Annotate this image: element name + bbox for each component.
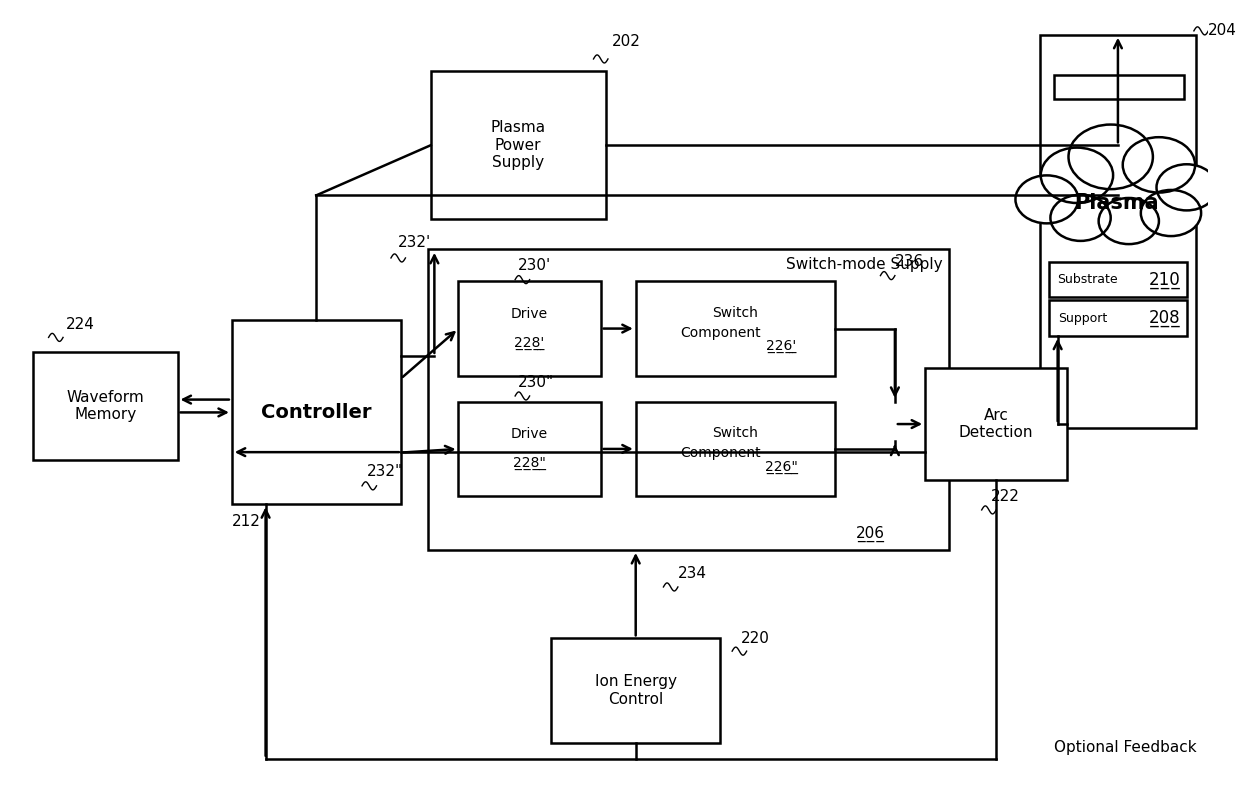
- Text: Controller: Controller: [260, 402, 372, 422]
- Text: 2̲0̲8̲: 2̲0̲8̲: [1149, 309, 1180, 327]
- FancyBboxPatch shape: [1049, 301, 1187, 336]
- Text: Substrate: Substrate: [1058, 273, 1118, 286]
- Text: 2̲0̲6̲: 2̲0̲6̲: [857, 526, 885, 542]
- FancyBboxPatch shape: [459, 402, 600, 496]
- FancyBboxPatch shape: [459, 281, 600, 376]
- Text: 2̲2̲6̲"̲: 2̲2̲6̲"̲: [765, 460, 797, 473]
- Text: Plasma
Power
Supply: Plasma Power Supply: [491, 120, 546, 170]
- Ellipse shape: [1099, 198, 1159, 244]
- Text: Support: Support: [1059, 312, 1107, 325]
- Text: 2̲2̲8̲'̲: 2̲2̲8̲'̲: [515, 336, 544, 350]
- Text: Plasma: Plasma: [1074, 193, 1159, 213]
- FancyBboxPatch shape: [1054, 75, 1184, 99]
- Text: Drive: Drive: [511, 307, 548, 321]
- Text: 212: 212: [232, 514, 260, 529]
- Text: 2̲2̲6̲'̲: 2̲2̲6̲'̲: [766, 339, 796, 353]
- Text: 224: 224: [66, 317, 94, 332]
- Text: Switch: Switch: [712, 305, 758, 319]
- Ellipse shape: [1157, 164, 1216, 210]
- Text: Waveform
Memory: Waveform Memory: [67, 389, 144, 423]
- Text: 230": 230": [517, 375, 554, 389]
- Text: 222: 222: [991, 490, 1021, 504]
- FancyBboxPatch shape: [925, 368, 1068, 480]
- Ellipse shape: [1016, 175, 1078, 223]
- Text: 230': 230': [517, 259, 551, 273]
- Text: Switch: Switch: [712, 426, 758, 440]
- Text: 204: 204: [1208, 23, 1238, 38]
- Text: Component: Component: [681, 446, 761, 460]
- Ellipse shape: [1040, 148, 1114, 203]
- Text: 232': 232': [398, 235, 432, 250]
- Text: Component: Component: [681, 326, 761, 339]
- Text: Optional Feedback: Optional Feedback: [1054, 740, 1197, 755]
- Ellipse shape: [1141, 190, 1202, 236]
- FancyBboxPatch shape: [1049, 262, 1187, 297]
- Text: 220: 220: [740, 631, 770, 646]
- Text: 2̲2̲8̲"̲: 2̲2̲8̲"̲: [513, 457, 546, 470]
- FancyBboxPatch shape: [636, 402, 835, 496]
- Text: Switch-mode Supply: Switch-mode Supply: [786, 257, 944, 272]
- FancyBboxPatch shape: [1039, 35, 1197, 428]
- Ellipse shape: [1050, 195, 1111, 241]
- FancyBboxPatch shape: [428, 249, 949, 550]
- FancyBboxPatch shape: [33, 351, 177, 461]
- FancyBboxPatch shape: [430, 71, 605, 220]
- Text: Ion Energy
Control: Ion Energy Control: [595, 674, 677, 707]
- Text: Arc
Detection: Arc Detection: [959, 408, 1033, 440]
- Text: 236: 236: [895, 255, 924, 269]
- Text: 234: 234: [678, 566, 707, 580]
- FancyBboxPatch shape: [636, 281, 835, 376]
- Ellipse shape: [1069, 124, 1153, 189]
- FancyBboxPatch shape: [552, 638, 720, 743]
- Text: 232": 232": [367, 465, 403, 479]
- FancyBboxPatch shape: [232, 320, 401, 504]
- Ellipse shape: [1122, 137, 1195, 192]
- Text: 2̲1̲0̲: 2̲1̲0̲: [1149, 271, 1180, 288]
- Text: Drive: Drive: [511, 427, 548, 441]
- Text: 202: 202: [611, 34, 641, 49]
